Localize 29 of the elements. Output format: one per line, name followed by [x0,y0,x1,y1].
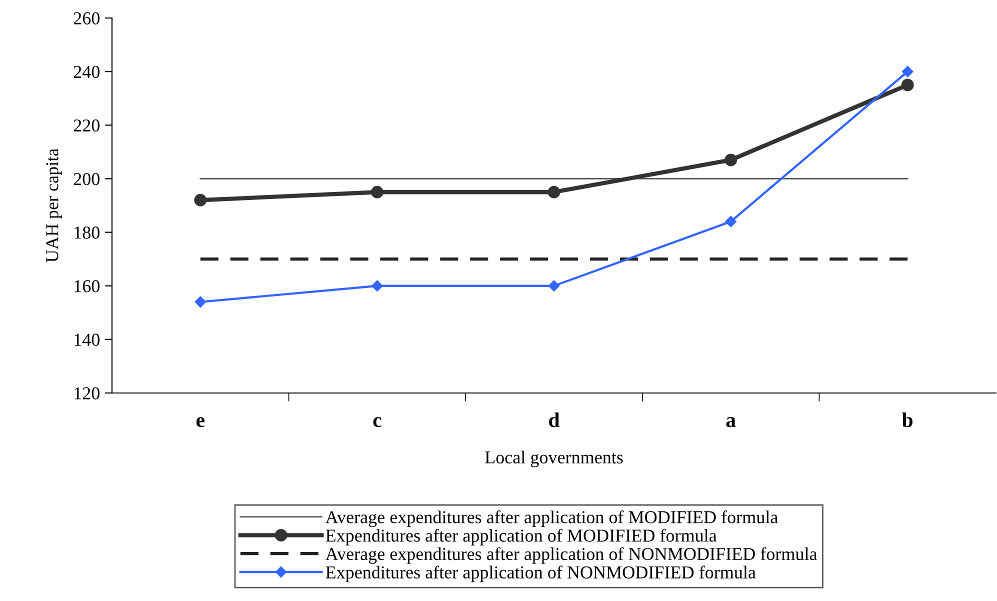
y-tick-label: 240 [74,66,100,78]
x-tick-label: c [373,417,382,428]
x-tick-label: a [726,417,736,428]
x-tick-label: e [196,417,204,428]
y-tick-label: 180 [74,226,100,239]
y-tick-label: 260 [74,12,100,24]
legend-label: Average expenditures after application of NONMODIFIED formula [325,547,818,564]
point [194,194,207,206]
legend-label: Expenditures after application of NONMODIFIED formula [326,566,756,582]
point [725,216,736,228]
point [548,280,560,292]
y-tick-label: 120 [74,387,100,400]
x-tick-label: d [549,412,560,428]
y-tick-label: 140 [74,334,100,346]
y-tick-label: 200 [74,172,100,186]
x-axis-title: Local governments [485,450,623,468]
point [370,186,384,198]
point [548,186,560,198]
y-tick-label: 220 [74,119,100,132]
y-tick-label: 160 [74,280,100,292]
point [901,78,914,92]
legend-label: Average expenditures after application of MODIFIED formula [325,510,778,528]
x-tick-label: b [902,412,913,428]
y-axis-title: UAH per capita [46,148,62,262]
point [194,296,206,308]
point [724,154,738,166]
point [372,280,383,292]
point [902,66,914,78]
legend-label: Expenditures after application of MODIFIED formula [326,528,717,546]
